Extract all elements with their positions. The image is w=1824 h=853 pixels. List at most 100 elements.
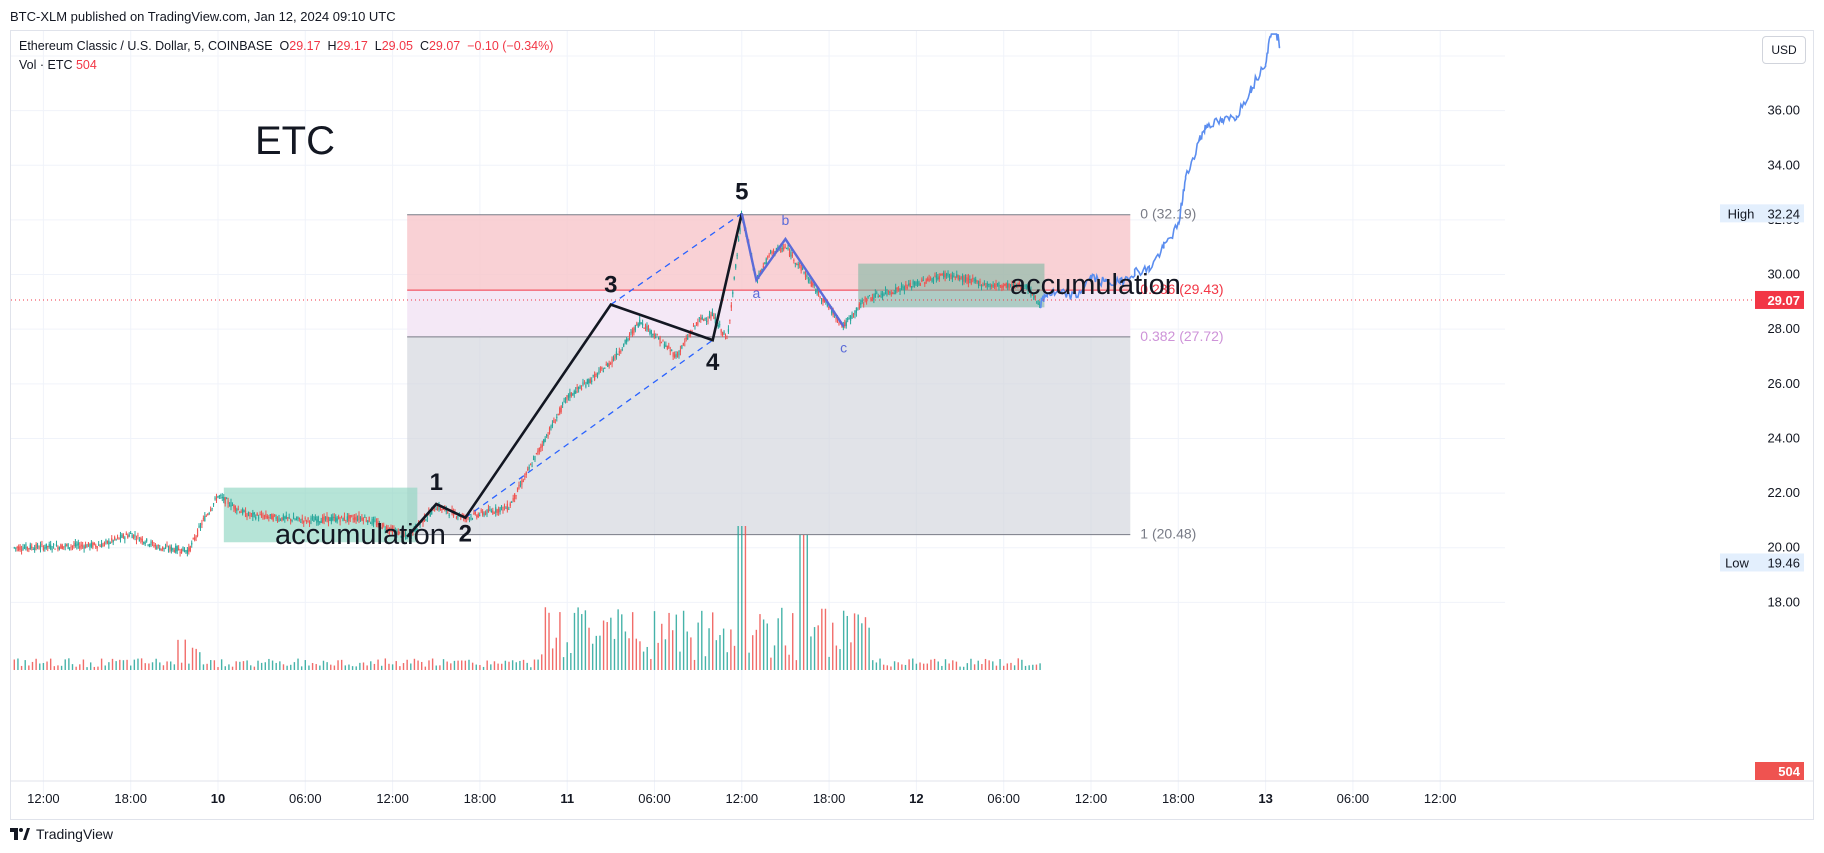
candle-body xyxy=(1034,295,1036,298)
candle-body xyxy=(313,519,315,522)
price-tick-label: 36.00 xyxy=(1767,103,1800,118)
candle-body xyxy=(996,283,999,285)
candle-body xyxy=(764,263,766,265)
candle-body xyxy=(679,349,682,352)
candle-body xyxy=(58,547,60,550)
candle-body xyxy=(643,327,645,329)
candle-body xyxy=(522,480,524,482)
volume-bar xyxy=(453,660,456,670)
candle-body xyxy=(932,278,935,282)
candle-body xyxy=(335,517,337,522)
candle-body xyxy=(285,515,287,519)
candle-body xyxy=(377,520,379,526)
candle-body xyxy=(518,484,520,489)
symbol-name[interactable]: Ethereum Classic / U.S. Dollar, 5, COINB… xyxy=(19,39,273,53)
volume-bar xyxy=(544,607,547,670)
volume-bar xyxy=(853,613,856,670)
candle-body xyxy=(1031,293,1033,296)
candle-body xyxy=(28,548,30,550)
candle-body xyxy=(905,284,907,287)
candle-body xyxy=(969,278,971,280)
candle-body xyxy=(167,549,170,551)
volume-bar xyxy=(133,659,136,670)
candle-body xyxy=(486,509,488,515)
volume-bar xyxy=(60,665,63,670)
fib-level-label: 0 (32.19) xyxy=(1140,206,1196,222)
high-label: H xyxy=(327,39,337,53)
candle-body xyxy=(960,276,962,279)
candle-body xyxy=(1028,287,1031,290)
volume-bar xyxy=(937,661,939,670)
candle-body xyxy=(919,283,922,286)
candle-body xyxy=(995,283,997,287)
candle-body xyxy=(835,317,837,320)
volume-bar xyxy=(515,662,517,670)
candle-body xyxy=(1039,304,1041,306)
volume-bar xyxy=(690,637,692,670)
candle-body xyxy=(124,537,126,540)
last-price-value: 29.07 xyxy=(1767,293,1800,308)
candle-body xyxy=(945,273,948,276)
volume-bar xyxy=(413,658,416,670)
candle-body xyxy=(559,408,561,414)
volume-bar xyxy=(581,614,583,670)
candle-body xyxy=(783,247,785,250)
candle-body xyxy=(624,340,626,344)
candle-body xyxy=(476,515,478,518)
volume-bar xyxy=(31,661,34,670)
candle-body xyxy=(179,552,181,554)
candle-body xyxy=(339,519,341,523)
candle-body xyxy=(554,422,556,424)
candle-body xyxy=(564,397,567,400)
candle-body xyxy=(525,471,527,475)
candle-body xyxy=(329,517,331,521)
candle-body xyxy=(713,314,715,319)
candle-body xyxy=(390,526,392,529)
candle-body xyxy=(700,317,702,320)
tradingview-brand[interactable]: TradingView xyxy=(10,826,113,842)
close-value: 29.07 xyxy=(428,39,461,53)
candle-body xyxy=(18,546,20,551)
volume-bar xyxy=(184,639,186,670)
candle-body xyxy=(681,345,683,349)
candle-body xyxy=(660,342,663,344)
volume-bar xyxy=(744,526,747,670)
candle-body xyxy=(506,503,508,511)
candle-body xyxy=(928,278,930,281)
candle-body xyxy=(602,371,604,373)
candle-body xyxy=(578,386,580,389)
volume-bar xyxy=(202,664,205,670)
volume-label[interactable]: Vol · ETC xyxy=(19,58,73,72)
high-value: 29.17 xyxy=(336,39,368,53)
candle-body xyxy=(553,419,555,423)
candle-body xyxy=(605,364,607,366)
candle-body xyxy=(855,307,858,313)
volume-bar xyxy=(701,610,703,670)
candle-body xyxy=(166,545,168,547)
candle-body xyxy=(973,279,975,281)
candle-body xyxy=(592,375,594,377)
volume-bar xyxy=(781,607,783,670)
volume-bar xyxy=(486,660,488,670)
candle-body xyxy=(41,543,43,545)
volume-bar xyxy=(530,667,532,670)
candle-body xyxy=(908,283,910,286)
currency-button[interactable]: USD xyxy=(1762,36,1806,64)
candle-body xyxy=(265,513,267,518)
candle-body xyxy=(943,272,945,278)
time-tick-label: 18:00 xyxy=(1162,791,1195,806)
candle-body xyxy=(714,317,716,324)
candle-body xyxy=(806,274,808,278)
volume-bar xyxy=(1006,663,1009,670)
volume-bar xyxy=(792,613,794,670)
volume-bar xyxy=(613,638,616,670)
candle-body xyxy=(397,531,399,536)
volume-bar xyxy=(864,617,867,670)
candle-body xyxy=(275,516,277,520)
candle-body xyxy=(39,545,42,549)
candle-body xyxy=(436,506,439,510)
candle-body xyxy=(659,336,661,344)
candle-body xyxy=(330,517,332,522)
candle-body xyxy=(183,549,186,552)
